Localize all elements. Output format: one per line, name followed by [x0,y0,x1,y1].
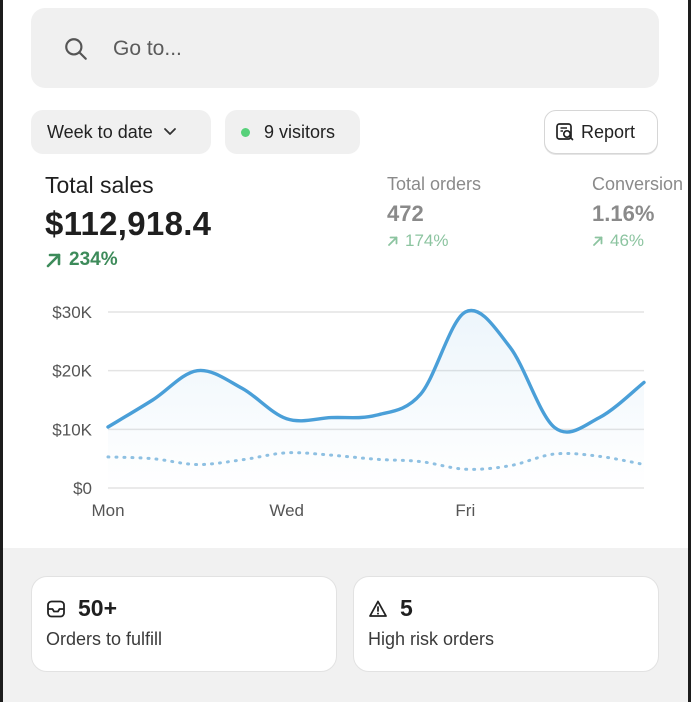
previous-period-line [106,451,646,471]
date-range-label: Week to date [47,121,153,142]
total-orders-change-value: 174% [405,231,449,250]
conversion-metric[interactable]: Conversion 1.16% 46% [592,174,683,251]
total-orders-label: Total orders [387,174,482,194]
visitors-label: 9 visitors [264,121,336,142]
inbox-icon [47,600,65,617]
y-axis-ticks: $30K $20K $10K $0 [52,303,92,498]
search-input[interactable] [111,28,635,70]
y-tick-label: $0 [73,479,92,498]
chevron-down-icon [163,128,176,135]
orders-to-fulfill-count-row: 50+ [46,595,117,622]
total-orders-value: 472 [387,201,424,226]
total-sales-label: Total sales [45,172,154,198]
x-axis-ticks: Mon Wed Fri [91,501,475,520]
analytics-panel: Week to date 9 visitors Report Total sal… [3,0,688,702]
total-sales-change-value: 234% [69,249,118,270]
conversion-label: Conversion [592,174,684,194]
live-dot-icon [241,127,250,137]
orders-to-fulfill-value: 50+ [78,595,118,621]
conversion-change: 46% [592,231,683,251]
sales-line-chart[interactable]: $30K $20K $10K $0 Mon Wed Fri [3,290,688,530]
high-risk-label: High risk orders [368,629,495,649]
x-tick-label: Fri [455,501,475,520]
warning-icon [369,600,387,617]
date-range-dropdown[interactable]: Week to date [31,110,211,154]
arrow-up-right-icon [46,253,61,268]
total-sales-metric[interactable]: Total sales $112,918.4 234% [45,172,211,271]
summary-section: 50+ Orders to fulfill 5 High risk orders [3,548,688,702]
x-tick-label: Mon [91,501,124,520]
conversion-value: 1.16% [592,201,655,226]
y-tick-label: $10K [52,420,92,439]
x-tick-label: Wed [269,501,304,520]
report-button[interactable]: Report [544,110,658,154]
search-icon [65,38,87,60]
total-orders-metric[interactable]: Total orders 472 174% [387,174,481,251]
live-visitors-button[interactable]: 9 visitors [225,110,360,154]
high-risk-count-row: 5 [368,595,413,622]
sales-area-fill [108,310,644,488]
orders-to-fulfill-label: Orders to fulfill [46,629,163,649]
total-sales-value: $112,918.4 [45,205,212,242]
arrow-up-right-icon [593,236,603,246]
total-orders-change: 174% [387,231,481,251]
search-bar[interactable] [31,8,659,88]
high-risk-value: 5 [400,595,413,621]
y-tick-label: $20K [52,362,92,381]
chart-series [106,308,646,488]
report-search-icon [556,123,574,141]
arrow-up-right-icon [388,236,398,246]
conversion-change-value: 46% [610,231,645,250]
orders-to-fulfill-card[interactable]: 50+ Orders to fulfill [31,576,337,672]
high-risk-orders-card[interactable]: 5 High risk orders [353,576,659,672]
current-period-line [106,308,646,434]
total-sales-change: 234% [45,249,211,271]
y-tick-label: $30K [52,303,92,322]
report-label: Report [581,121,636,142]
